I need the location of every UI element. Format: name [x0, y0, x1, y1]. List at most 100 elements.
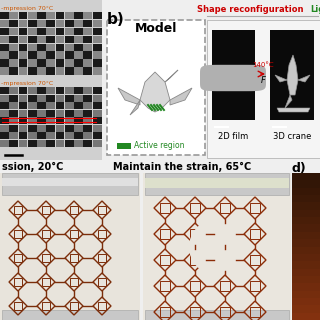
Bar	[28, 20, 36, 27]
Bar	[74, 28, 83, 35]
Bar	[9, 28, 18, 35]
Bar	[74, 36, 83, 43]
Bar	[93, 67, 101, 75]
Bar	[37, 12, 46, 20]
Bar	[0, 67, 9, 75]
Text: Ligh: Ligh	[310, 5, 320, 14]
Bar	[292, 276, 320, 284]
Bar	[74, 87, 83, 94]
Bar	[220, 255, 230, 265]
Polygon shape	[118, 88, 140, 105]
Bar	[84, 12, 92, 20]
Bar	[19, 102, 27, 109]
Bar	[93, 132, 101, 139]
Bar	[46, 59, 55, 67]
Bar	[160, 307, 170, 317]
Bar	[270, 30, 314, 120]
Text: 2D film: 2D film	[218, 132, 248, 141]
Bar	[0, 87, 9, 94]
Bar	[2, 178, 138, 186]
Bar	[19, 44, 27, 51]
Bar	[292, 203, 320, 211]
Text: -mpression 70°C: -mpression 70°C	[1, 6, 53, 11]
Bar	[9, 94, 18, 101]
Bar	[46, 132, 55, 139]
Polygon shape	[200, 65, 266, 91]
Bar	[56, 109, 64, 116]
Bar	[46, 52, 55, 59]
Bar	[28, 59, 36, 67]
Bar	[98, 302, 106, 310]
Bar	[190, 307, 200, 317]
Bar	[93, 28, 101, 35]
Bar	[9, 36, 18, 43]
Bar	[46, 36, 55, 43]
Bar	[74, 109, 83, 116]
Bar	[250, 255, 260, 265]
Bar	[292, 239, 320, 247]
Bar	[37, 20, 46, 27]
Bar	[292, 210, 320, 218]
Bar	[9, 109, 18, 116]
Bar	[9, 20, 18, 27]
Bar	[84, 44, 92, 51]
Bar	[84, 124, 92, 132]
Bar	[9, 59, 18, 67]
Text: 140°C: 140°C	[252, 62, 274, 68]
Bar	[37, 124, 46, 132]
Bar	[160, 203, 170, 213]
Bar	[0, 0, 102, 160]
Bar	[46, 140, 55, 147]
Bar	[98, 278, 106, 286]
Bar	[28, 132, 36, 139]
Bar	[220, 203, 230, 213]
Bar	[74, 59, 83, 67]
Bar	[93, 59, 101, 67]
Bar	[37, 102, 46, 109]
Text: Shape reconfiguration: Shape reconfiguration	[197, 5, 303, 14]
Bar	[292, 291, 320, 299]
Bar	[220, 307, 230, 317]
Bar	[0, 140, 9, 147]
Bar	[37, 94, 46, 101]
Bar	[93, 52, 101, 59]
Bar	[37, 67, 46, 75]
Bar	[84, 59, 92, 67]
Bar	[65, 20, 74, 27]
Bar	[56, 20, 64, 27]
Bar	[65, 59, 74, 67]
Polygon shape	[287, 55, 298, 95]
Bar	[292, 195, 320, 204]
Bar	[14, 302, 22, 310]
Bar	[93, 140, 101, 147]
Bar	[56, 12, 64, 20]
Bar	[19, 132, 27, 139]
Bar	[28, 52, 36, 59]
Bar	[0, 12, 9, 20]
Bar	[98, 254, 106, 262]
Bar	[9, 67, 18, 75]
Bar	[42, 230, 50, 238]
Bar	[292, 298, 320, 306]
Bar	[19, 67, 27, 75]
Bar	[56, 102, 64, 109]
Bar	[42, 206, 50, 214]
Bar	[250, 281, 260, 291]
Bar	[0, 132, 9, 139]
Text: Model: Model	[135, 22, 177, 35]
Bar	[19, 124, 27, 132]
Bar	[42, 302, 50, 310]
Bar	[37, 132, 46, 139]
Bar	[9, 102, 18, 109]
Bar	[190, 229, 200, 239]
Text: b): b)	[107, 12, 125, 27]
Bar	[56, 44, 64, 51]
Bar	[93, 124, 101, 132]
Bar	[84, 109, 92, 116]
Bar	[84, 87, 92, 94]
Bar	[46, 124, 55, 132]
Bar	[19, 109, 27, 116]
Bar	[190, 203, 200, 213]
Bar	[292, 268, 320, 277]
Bar	[14, 254, 22, 262]
